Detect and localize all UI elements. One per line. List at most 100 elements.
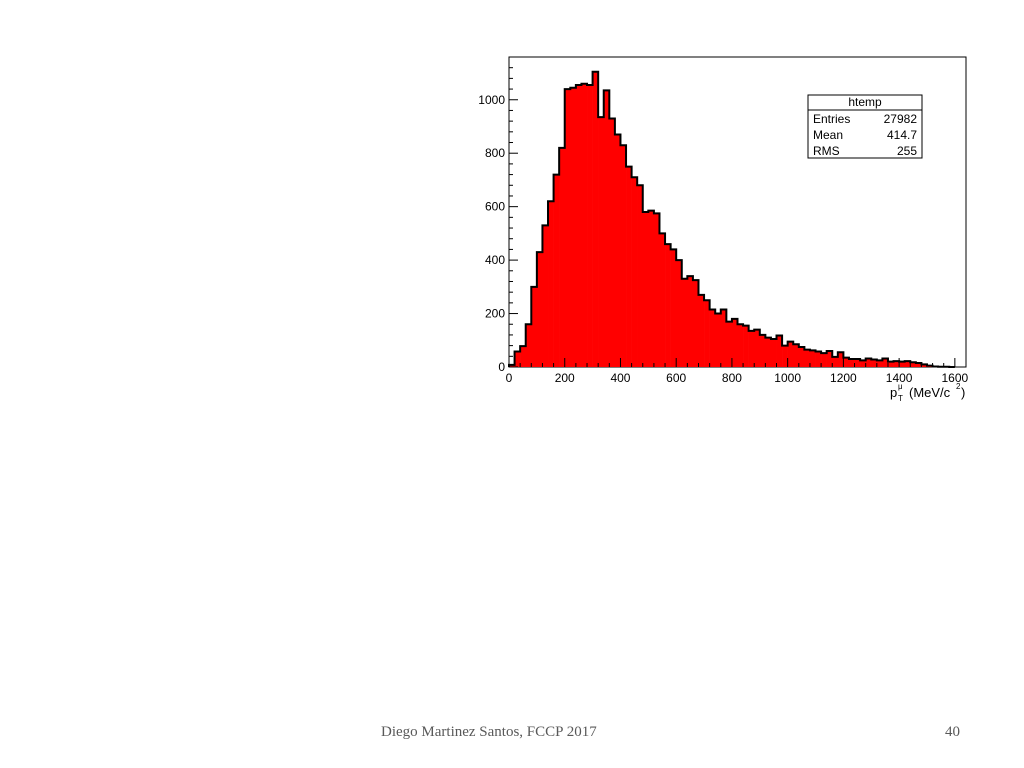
- x-tick-label: 200: [555, 371, 575, 385]
- histogram-bar: [848, 358, 855, 367]
- histogram-bar: [731, 318, 738, 367]
- x-axis-label-unit-superscript: 2: [956, 382, 961, 391]
- histogram-bar: [676, 260, 683, 367]
- histogram-bar: [681, 278, 688, 367]
- histogram-bar: [653, 213, 660, 367]
- x-axis-label-subscript: T: [898, 394, 903, 403]
- histogram-bar: [520, 346, 527, 367]
- histogram-bar: [782, 345, 788, 367]
- histogram-bar: [765, 337, 772, 367]
- x-tick-label: 0: [506, 371, 513, 385]
- histogram-bar: [637, 185, 644, 367]
- x-axis-label-superscript: μ: [898, 382, 903, 391]
- histogram-bar: [770, 338, 777, 367]
- x-tick-label: 800: [722, 371, 742, 385]
- histogram-bar: [564, 89, 571, 367]
- histogram-bar: [826, 350, 833, 367]
- y-tick-label: 1000: [478, 93, 505, 107]
- y-tick-label: 800: [485, 146, 505, 160]
- histogram-bar: [559, 147, 566, 367]
- histogram-bar: [921, 364, 928, 367]
- histogram-bar: [687, 276, 694, 367]
- histogram-bar: [614, 134, 621, 367]
- stats-rms-label: RMS: [813, 144, 840, 158]
- histogram-bar: [648, 210, 655, 367]
- axes: 0 200 400 600 800 1000 1200 1400 1600 0 200 400 600 8…: [478, 56, 969, 385]
- histogram-bar: [759, 334, 766, 367]
- x-axis-label-close: ): [961, 385, 965, 400]
- x-tick-label: 600: [666, 371, 686, 385]
- x-axis-label: p T μ (MeV/c 2 ): [890, 382, 965, 403]
- histogram-bar: [804, 349, 811, 367]
- histogram-bar: [704, 300, 710, 367]
- histogram-bar: [548, 201, 554, 367]
- y-tick-label: 200: [485, 307, 505, 321]
- histogram-bar: [531, 286, 538, 367]
- histogram-bar: [631, 177, 638, 367]
- x-axis-label-unit: (MeV/c: [909, 385, 951, 400]
- stats-box-title: htemp: [848, 95, 882, 109]
- histogram-bar: [609, 118, 616, 367]
- histogram-bar: [553, 174, 560, 367]
- histogram-bar: [659, 233, 666, 367]
- histogram-bar: [715, 313, 722, 367]
- histogram-bar: [592, 71, 599, 367]
- histogram-bar: [815, 351, 822, 367]
- slide-footer-author: Diego Martinez Santos, FCCP 2017: [381, 724, 597, 740]
- histogram-bar: [514, 351, 521, 367]
- histogram-bar: [754, 329, 761, 367]
- x-axis-label-symbol: p: [890, 385, 897, 400]
- histogram-bar: [871, 359, 878, 367]
- histogram-bar: [832, 356, 839, 367]
- histogram-bar: [570, 87, 577, 367]
- x-tick-label: 1400: [886, 371, 913, 385]
- histogram-bar: [603, 90, 610, 367]
- histogram-bar: [575, 85, 582, 367]
- histogram-bar: [860, 360, 866, 367]
- histogram-bar: [587, 85, 593, 367]
- histogram-bar: [854, 358, 861, 367]
- histogram-bar: [581, 83, 588, 368]
- histogram-bar: [525, 324, 532, 367]
- y-tick-label: 0: [498, 360, 505, 374]
- histogram-bar: [720, 309, 727, 367]
- x-tick-label: 1000: [774, 371, 801, 385]
- histogram-bars: [509, 71, 950, 368]
- histogram-bar: [542, 225, 549, 367]
- histogram-bar: [882, 358, 889, 367]
- stats-box: htemp Entries 27982 Mean 414.7 RMS 255: [807, 94, 923, 159]
- histogram-bar: [670, 249, 677, 367]
- histogram-bar: [809, 350, 816, 367]
- histogram-bar: [776, 335, 783, 367]
- histogram-bar: [893, 361, 900, 367]
- histogram-bar: [620, 145, 627, 367]
- histogram-bar: [843, 357, 850, 367]
- histogram-bar: [692, 280, 699, 367]
- histogram-bar: [665, 244, 671, 367]
- histogram-bar: [865, 358, 872, 367]
- histogram-bar: [910, 362, 917, 367]
- histogram-bar: [598, 117, 605, 368]
- histogram-bar: [642, 212, 649, 367]
- histogram-bar: [904, 361, 911, 367]
- histogram-bar: [698, 294, 705, 367]
- stats-mean-label: Mean: [813, 128, 843, 142]
- histogram-bar: [726, 321, 733, 367]
- histogram-bar: [626, 166, 632, 367]
- histogram-outline: [508, 70, 955, 368]
- histogram-bar: [536, 252, 543, 367]
- histogram-bar: [709, 309, 716, 367]
- histogram-bar: [876, 360, 883, 367]
- stats-entries-label: Entries: [813, 112, 850, 126]
- stats-rms-value: 255: [897, 144, 917, 158]
- histogram-bar: [798, 346, 805, 367]
- histogram-bar: [915, 362, 922, 367]
- histogram-bar: [743, 325, 749, 367]
- stats-box-frame: [807, 94, 923, 159]
- histogram-bar: [509, 364, 515, 367]
- histogram-bar: [887, 361, 894, 367]
- x-tick-label: 1600: [942, 371, 969, 385]
- histogram-bar: [899, 361, 905, 367]
- histogram-bar: [837, 352, 844, 367]
